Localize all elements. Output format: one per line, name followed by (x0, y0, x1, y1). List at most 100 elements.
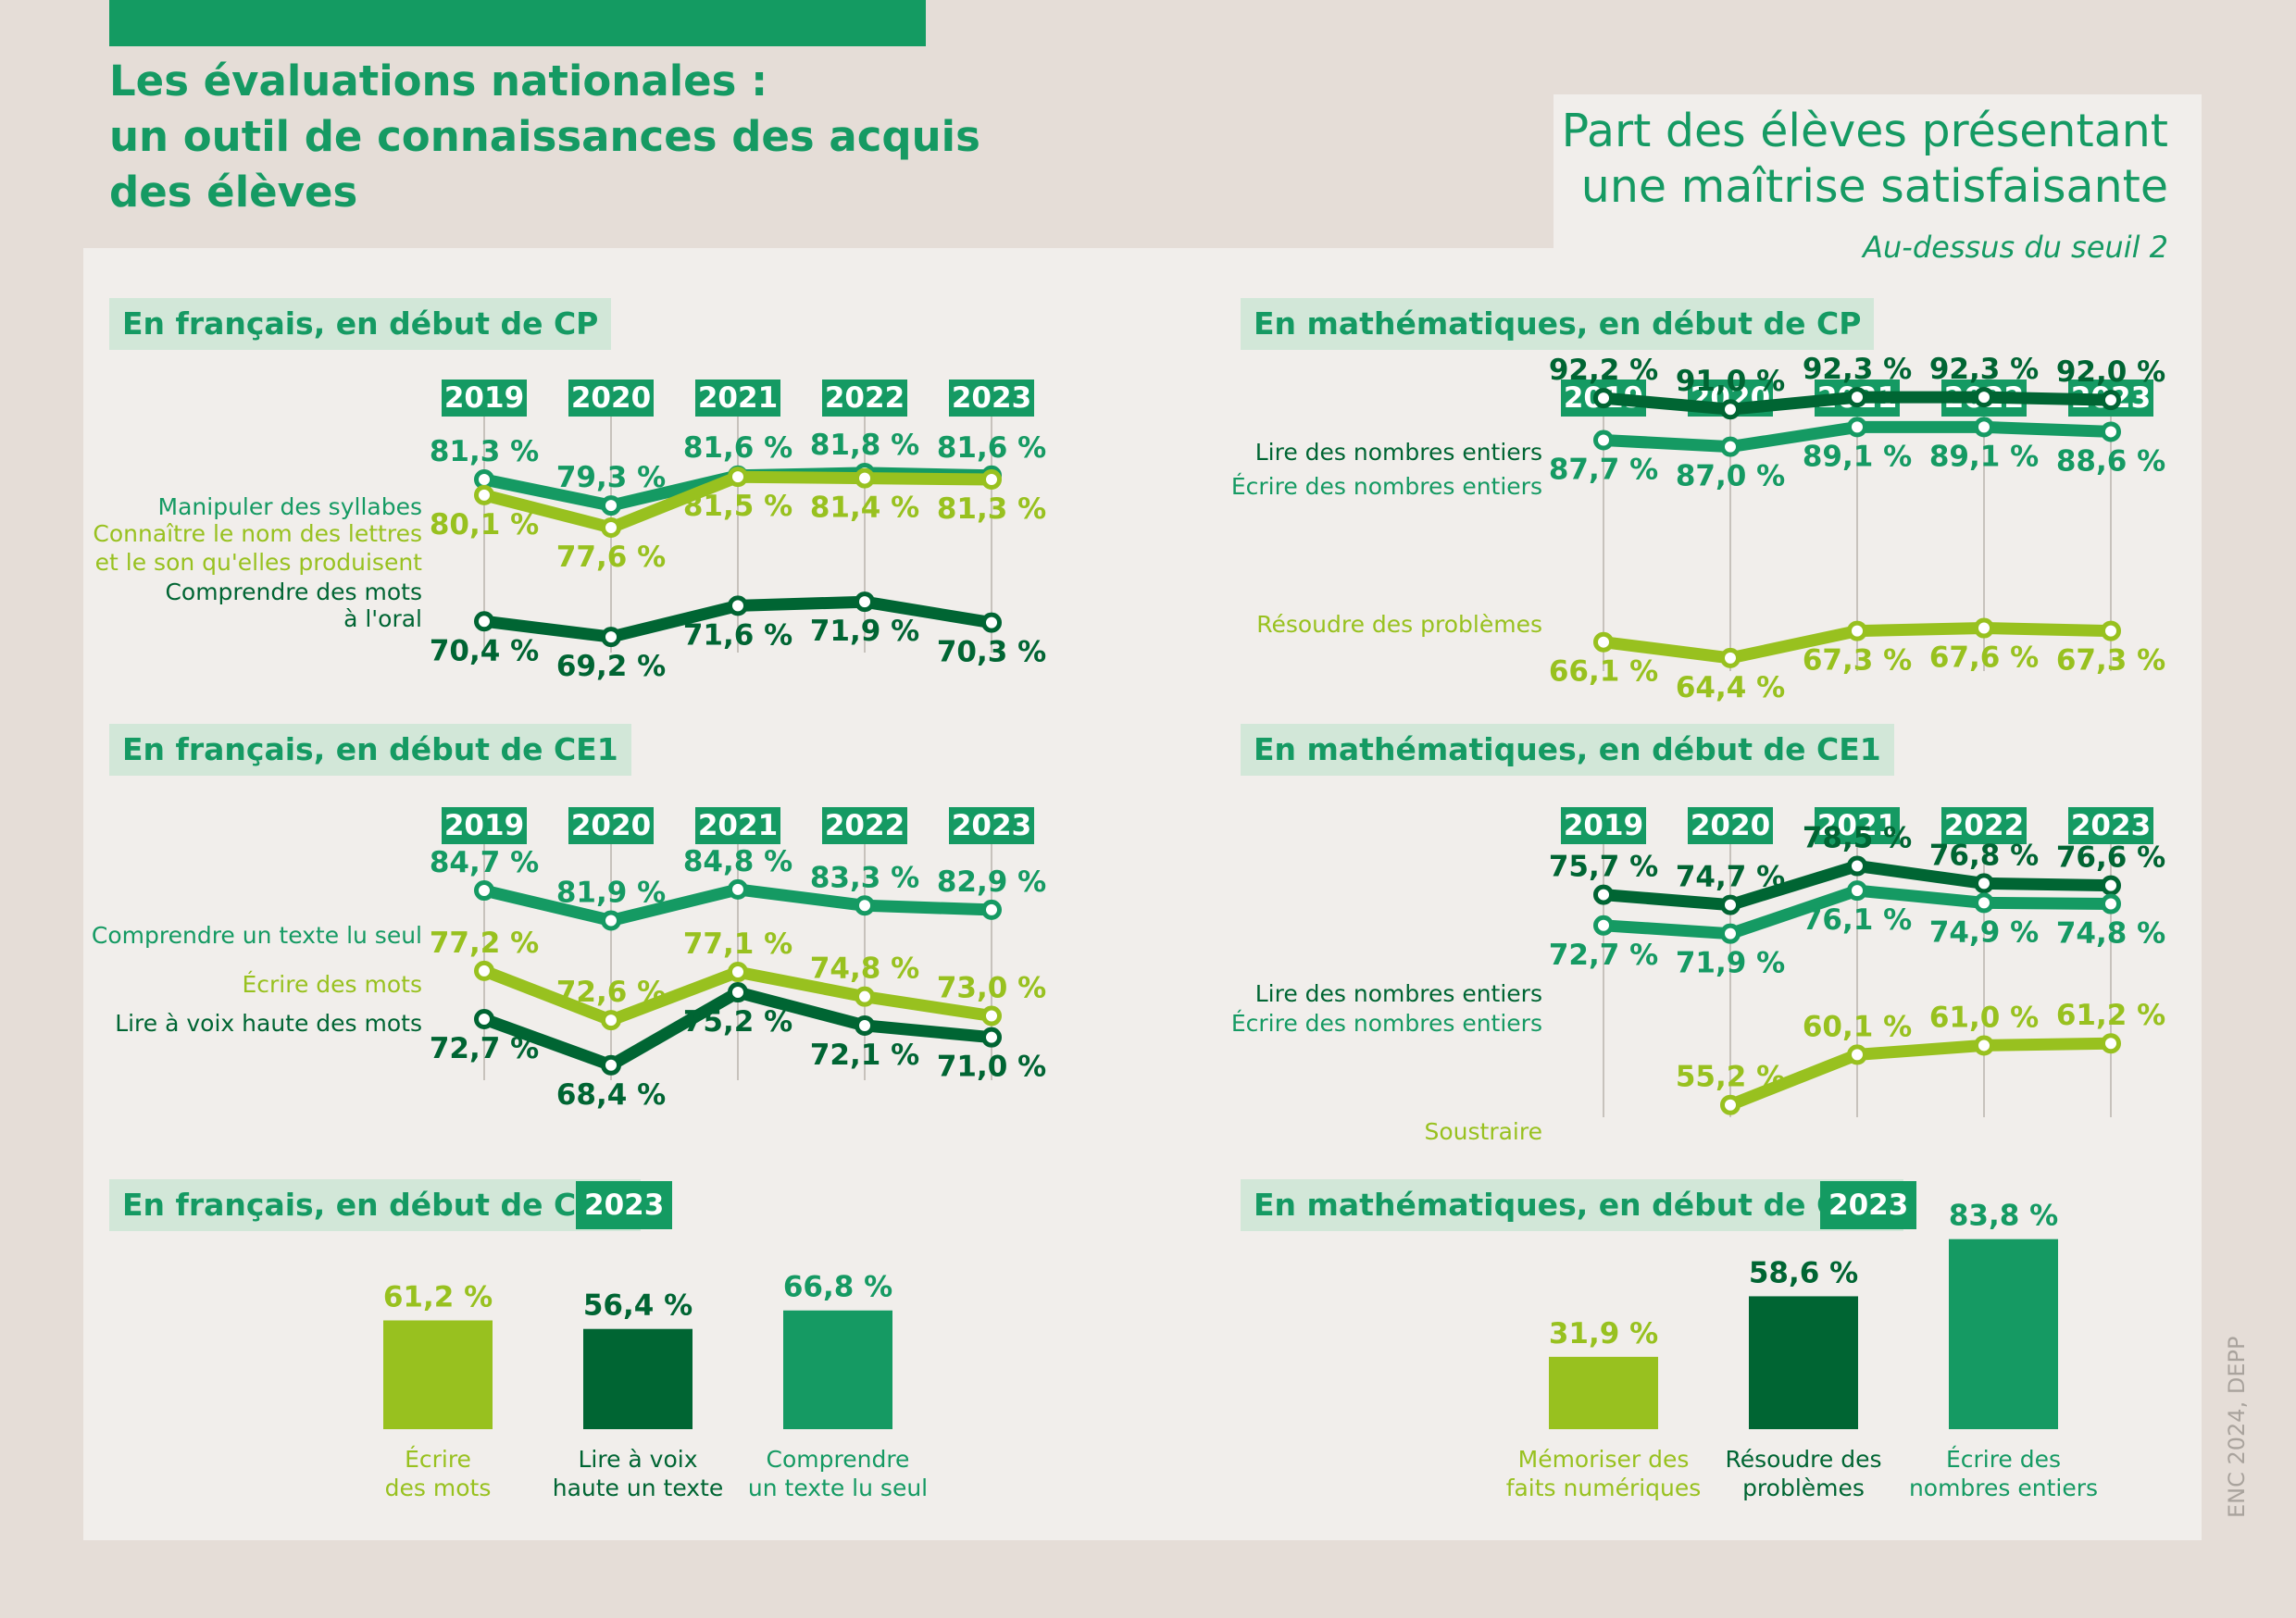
data-label: 81,3 % (430, 435, 539, 468)
data-point (2101, 893, 2121, 915)
data-point (2101, 875, 2121, 896)
data-point (1720, 1094, 1741, 1115)
data-label: 77,2 % (430, 927, 539, 960)
series-label: Écrire des mots (242, 971, 422, 998)
bar (583, 1328, 693, 1429)
year-tag-label: 2023 (952, 809, 1031, 842)
data-label: 81,8 % (810, 429, 919, 462)
year-tag (442, 380, 527, 417)
bar-category-label: problèmes (1742, 1475, 1865, 1501)
data-point (601, 627, 621, 648)
data-label: 76,8 % (1929, 839, 2039, 872)
data-point (1593, 631, 1614, 653)
section-title-fr-ce1: En français, en début de CE1 (109, 724, 631, 776)
data-label: 76,6 % (2056, 841, 2165, 875)
data-label: 61,0 % (1929, 1001, 2039, 1034)
data-label: 67,3 % (1803, 644, 1912, 678)
data-point (1593, 915, 1614, 936)
data-point (981, 612, 1002, 633)
data-point (1720, 399, 1741, 420)
data-point (855, 467, 875, 489)
data-label: 60,1 % (1803, 1010, 1912, 1043)
data-point (1847, 1044, 1867, 1065)
data-point (981, 1005, 1002, 1027)
series-label: Connaître le nom des lettres (93, 520, 422, 547)
subtitle-note: Au-dessus du seuil 2 (1863, 230, 2168, 265)
data-label: 92,2 % (1549, 354, 1658, 387)
data-point (1720, 647, 1741, 668)
section-title-math-cm1: En mathématiques, en début de CM1 (1241, 1179, 1903, 1231)
year-tag-label: 2022 (1944, 809, 2024, 842)
data-point (1847, 387, 1867, 408)
data-point (474, 960, 494, 981)
data-point (1847, 620, 1867, 641)
bar-category-label: Comprendre (767, 1446, 910, 1473)
bar (783, 1310, 892, 1429)
data-label: 78,5 % (1803, 822, 1912, 855)
data-label: 69,2 % (556, 650, 666, 683)
data-label: 81,4 % (810, 492, 919, 525)
chart-french-ce1: 2019 2020 2021 2022 2023 84,7 % 81,9 % 84,8 % 83… (92, 807, 1046, 1112)
data-label: 71,9 % (1676, 947, 1785, 980)
data-point (1847, 417, 1867, 438)
year-tag-label: 2021 (1817, 809, 1897, 842)
data-point (601, 495, 621, 517)
data-point (474, 880, 494, 902)
year-tag (2068, 807, 2153, 844)
series-label: Écrire des nombres entiers (1231, 1010, 1542, 1037)
data-label: 84,8 % (683, 845, 792, 878)
chart-french-cp: 2019 2020 2021 2022 2023 81,3 % 79,3 % 81,6 % 81… (93, 380, 1046, 683)
data-point (728, 595, 748, 616)
data-point (981, 468, 1002, 490)
data-point (1720, 436, 1741, 457)
main-title-line-1: Les évaluations nationales : (109, 56, 768, 106)
year-tag (1688, 807, 1773, 844)
data-label: 72,1 % (810, 1039, 919, 1072)
year-tag-label: 2019 (1564, 809, 1643, 842)
year-tag-label: 2023 (952, 381, 1031, 415)
year-tag-label: 2023 (2071, 809, 2151, 842)
bar (1949, 1238, 2058, 1429)
bar-value-label: 66,8 % (783, 1271, 892, 1304)
main-title: Les évaluations nationales : un outil de… (109, 54, 980, 220)
main-title-line-2: un outil de connaissances des acquis (109, 112, 980, 161)
series-label: Lire à voix haute des mots (115, 1010, 422, 1037)
year-tag-fr-cm1: 2023 (576, 1181, 673, 1229)
data-point (601, 517, 621, 538)
year-tag (1815, 807, 1900, 844)
data-label: 67,3 % (2056, 644, 2165, 678)
data-point (1720, 923, 1741, 944)
series-label: Lire des nombres entiers (1255, 980, 1542, 1007)
data-point (728, 982, 748, 1003)
data-point (1593, 388, 1614, 409)
data-point (728, 878, 748, 900)
data-label: 87,0 % (1676, 460, 1785, 493)
subtitle: Part des élèves présentant une maîtrise … (1562, 104, 2168, 215)
data-label: 76,1 % (1803, 903, 1912, 937)
year-tag-label: 2022 (825, 809, 905, 842)
year-tag-label: 2021 (698, 809, 778, 842)
year-tag-label: 2020 (571, 809, 651, 842)
data-point (1974, 617, 1994, 639)
subtitle-line-1: Part des élèves présentant (1561, 105, 2168, 157)
data-point (981, 899, 1002, 920)
year-tag (822, 807, 907, 844)
data-point (728, 962, 748, 983)
series-label: Lire des nombres entiers (1255, 439, 1542, 466)
data-point (474, 484, 494, 505)
bar-category-label: haute un texte (553, 1475, 724, 1501)
bar (1749, 1296, 1858, 1429)
data-label: 61,2 % (2056, 999, 2165, 1032)
data-label: 75,7 % (1549, 851, 1658, 884)
data-label: 92,3 % (1803, 353, 1912, 386)
data-label: 81,3 % (937, 492, 1046, 526)
data-label: 70,3 % (937, 636, 1046, 669)
data-point (2101, 1033, 2121, 1054)
data-label: 92,0 % (2056, 355, 2165, 389)
data-label: 80,1 % (430, 508, 539, 541)
data-label: 92,3 % (1929, 353, 2039, 386)
bar-value-label: 83,8 % (1949, 1200, 2058, 1233)
year-tag (822, 380, 907, 417)
series-label: Résoudre des problèmes (1256, 611, 1542, 638)
